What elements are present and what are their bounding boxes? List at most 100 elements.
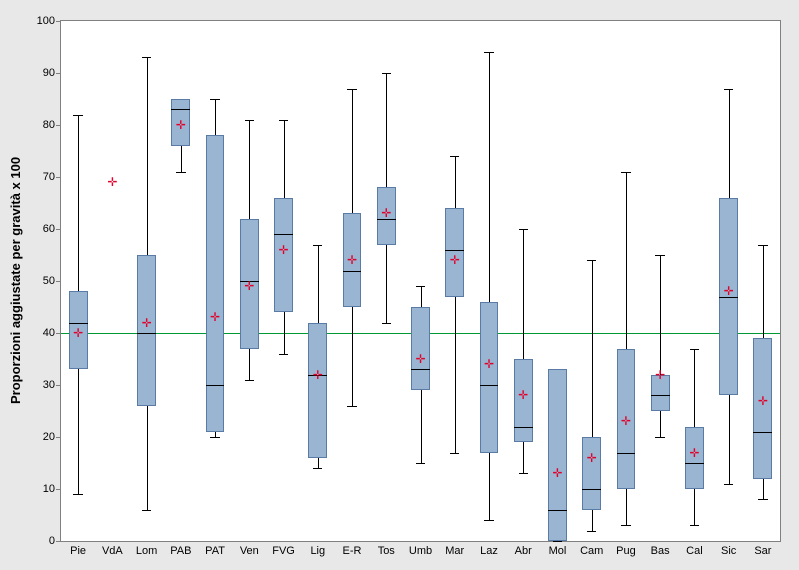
y-tick-mark (56, 229, 61, 230)
y-tick-label: 70 (43, 171, 55, 183)
whisker (249, 120, 250, 219)
y-tick-label: 20 (43, 431, 55, 443)
whisker-cap (724, 484, 733, 485)
y-tick-mark (56, 73, 61, 74)
whisker-cap (587, 260, 596, 261)
whisker (352, 307, 353, 406)
median-line (274, 234, 293, 235)
whisker (489, 52, 490, 302)
whisker-cap (484, 52, 493, 53)
whisker-cap (210, 99, 219, 100)
y-tick-label: 10 (43, 483, 55, 495)
whisker-cap (450, 453, 459, 454)
x-tick-label: Umb (409, 545, 432, 557)
x-tick-label: Bas (651, 545, 670, 557)
whisker-cap (655, 255, 664, 256)
box (480, 302, 499, 453)
whisker (660, 411, 661, 437)
whisker-cap (245, 380, 254, 381)
whisker-cap (519, 473, 528, 474)
whisker (352, 89, 353, 214)
whisker-cap (382, 323, 391, 324)
whisker-cap (655, 437, 664, 438)
median-line (514, 427, 533, 428)
whisker (729, 395, 730, 483)
whisker-cap (621, 525, 630, 526)
plot-area: 0102030405060708090100Pie✛VdA✛Lom✛PAB✛PA… (60, 20, 781, 542)
whisker (78, 115, 79, 292)
y-tick-label: 30 (43, 379, 55, 391)
x-tick-label: Cal (686, 545, 703, 557)
whisker-cap (176, 172, 185, 173)
whisker (626, 489, 627, 525)
x-tick-label: Laz (480, 545, 498, 557)
whisker (386, 73, 387, 187)
y-tick-mark (56, 437, 61, 438)
mean-marker: ✛ (518, 389, 528, 401)
whisker (147, 57, 148, 255)
whisker (181, 146, 182, 172)
x-tick-label: PAB (170, 545, 191, 557)
whisker-cap (347, 89, 356, 90)
median-line (343, 271, 362, 272)
whisker-cap (758, 499, 767, 500)
mean-marker: ✛ (587, 452, 597, 464)
whisker-cap (382, 73, 391, 74)
whisker-cap (142, 510, 151, 511)
whisker-cap (210, 437, 219, 438)
median-line (651, 395, 670, 396)
mean-marker: ✛ (552, 467, 562, 479)
whisker-cap (519, 229, 528, 230)
whisker (729, 89, 730, 198)
whisker-cap (279, 354, 288, 355)
x-tick-label: Lom (136, 545, 157, 557)
y-tick-mark (56, 385, 61, 386)
x-tick-label: Sar (754, 545, 771, 557)
y-tick-mark (56, 21, 61, 22)
median-line (411, 369, 430, 370)
y-axis-title: Proporzioni aggiustate per gravità x 100 (8, 156, 23, 403)
mean-marker: ✛ (381, 207, 391, 219)
x-tick-label: Mar (445, 545, 464, 557)
whisker (318, 245, 319, 323)
y-tick-label: 90 (43, 67, 55, 79)
y-tick-label: 80 (43, 119, 55, 131)
mean-marker: ✛ (176, 119, 186, 131)
whisker (523, 229, 524, 359)
median-line (69, 323, 88, 324)
whisker-cap (553, 541, 562, 542)
y-tick-mark (56, 281, 61, 282)
whisker (386, 245, 387, 323)
whisker-cap (313, 468, 322, 469)
median-line (685, 463, 704, 464)
whisker (78, 369, 79, 494)
y-tick-label: 50 (43, 275, 55, 287)
y-tick-label: 40 (43, 327, 55, 339)
median-line (137, 333, 156, 334)
x-tick-label: Tos (378, 545, 395, 557)
median-line (617, 453, 636, 454)
y-tick-label: 0 (49, 535, 55, 547)
whisker (763, 479, 764, 500)
x-tick-label: PAT (205, 545, 225, 557)
whisker (523, 442, 524, 473)
whisker-cap (245, 120, 254, 121)
y-tick-mark (56, 541, 61, 542)
box (582, 437, 601, 510)
whisker (592, 260, 593, 437)
y-tick-label: 100 (37, 15, 55, 27)
mean-marker: ✛ (142, 317, 152, 329)
whisker-cap (621, 172, 630, 173)
y-tick-label: 60 (43, 223, 55, 235)
whisker-cap (450, 156, 459, 157)
mean-marker: ✛ (244, 280, 254, 292)
whisker (284, 120, 285, 198)
mean-marker: ✛ (415, 353, 425, 365)
y-tick-mark (56, 489, 61, 490)
x-tick-label: Abr (515, 545, 532, 557)
whisker-cap (416, 463, 425, 464)
whisker (318, 458, 319, 468)
whisker (660, 255, 661, 375)
whisker (421, 286, 422, 307)
box (753, 338, 772, 478)
